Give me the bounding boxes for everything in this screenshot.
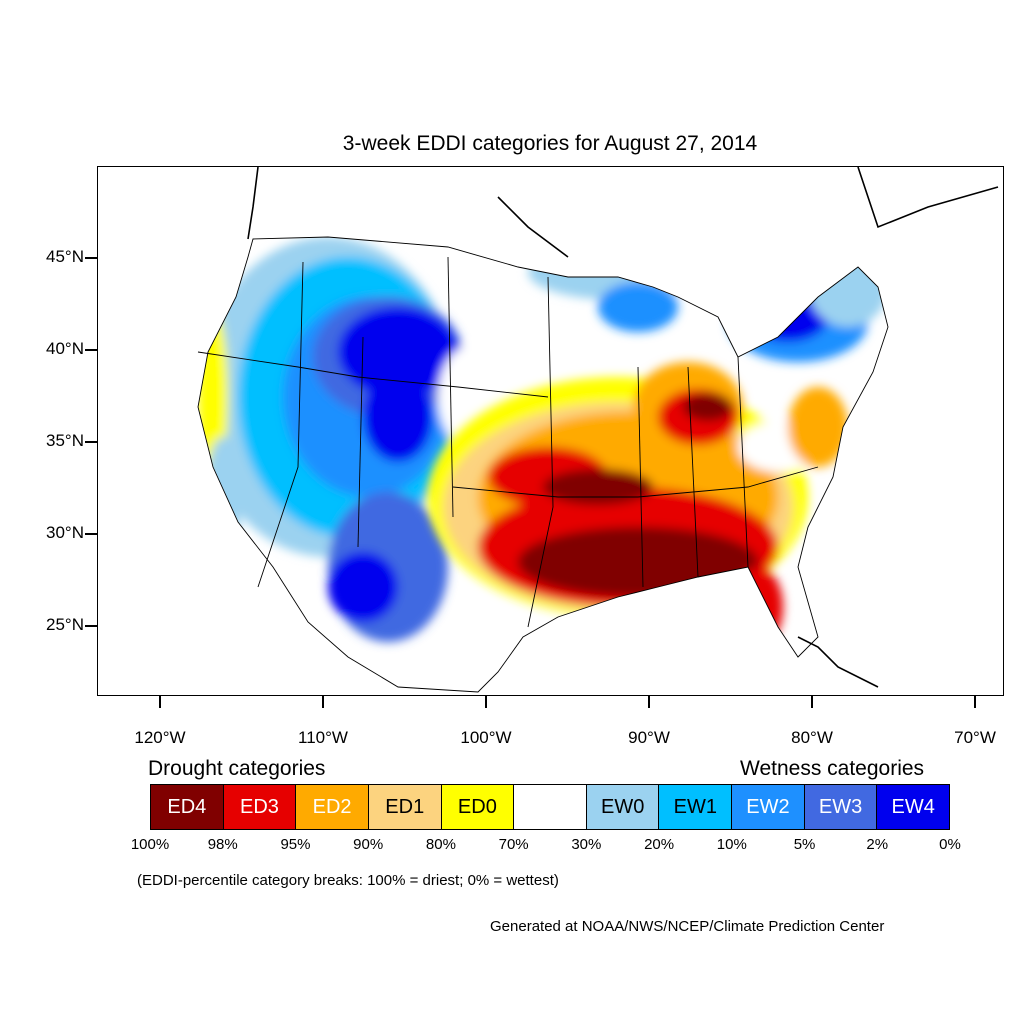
x-tick-label: 110°W [298,728,348,747]
x-tick [648,696,650,708]
y-tick [85,349,97,351]
percentile-break-label: 2% [866,836,889,853]
y-tick-label: 40°N [46,339,84,358]
y-tick [85,257,97,259]
y-tick [85,533,97,535]
y-tick-label: 45°N [46,247,84,266]
category-breaks-note: (EDDI-percentile category breaks: 100% =… [137,872,559,889]
legend-box-ed3: ED3 [223,785,297,829]
percentile-break-label: 10% [716,836,747,853]
legend-box-ed1: ED1 [368,785,442,829]
legend-box-ew2: EW2 [732,785,805,829]
percentile-break-label: 0% [939,836,961,853]
x-tick-label: 80°W [791,728,833,747]
x-tick-label: 120°W [134,728,186,747]
x-tick-label: 70°W [954,728,996,747]
state-boundaries [197,236,889,693]
coastline [247,167,999,688]
y-tick [85,625,97,627]
legend-box-ed2: ED2 [296,785,369,829]
legend-box-ew4: EW4 [877,785,950,829]
category-legend: ED4 ED3 ED2 ED1 ED0 EW0 EW1 EW2 EW3 EW4 [150,784,950,830]
map-title: 3-week EDDI categories for August 27, 20… [342,132,758,155]
drought-wetness-fill [198,237,888,692]
percentile-break-label: 98% [207,836,238,853]
legend-box-ew0: EW0 [586,785,660,829]
y-tick-label: 25°N [46,615,84,634]
credit-text: Generated at NOAA/NWS/NCEP/Climate Predi… [490,918,885,935]
y-tick-label: 35°N [46,431,84,450]
legend-box-ew3: EW3 [804,785,878,829]
x-tick [811,696,813,708]
x-tick-label: 90°W [628,728,670,747]
legend-box-ed4: ED4 [151,785,224,829]
x-tick [974,696,976,708]
drought-categories-heading: Drought categories [148,757,326,780]
y-tick-label: 30°N [46,523,84,542]
x-tick [159,696,161,708]
percentile-break-label: 5% [793,836,816,853]
x-tick [485,696,487,708]
percentile-break-label: 30% [571,836,602,853]
percentile-break-label: 100% [130,836,170,853]
x-tick-label: 100°W [460,728,512,747]
legend-box-normal [514,785,587,829]
legend-box-ed0: ED0 [441,785,515,829]
y-tick [85,441,97,443]
percentile-break-label: 20% [644,836,675,853]
percentile-break-label: 80% [425,836,456,853]
percentile-break-label: 90% [353,836,384,853]
x-tick [322,696,324,708]
map-plot-area [97,166,1004,696]
percentile-break-label: 70% [498,836,529,853]
eddi-map [197,167,999,693]
wetness-categories-heading: Wetness categories [740,757,925,780]
percentile-break-label: 95% [280,836,311,853]
legend-box-ew1: EW1 [659,785,733,829]
